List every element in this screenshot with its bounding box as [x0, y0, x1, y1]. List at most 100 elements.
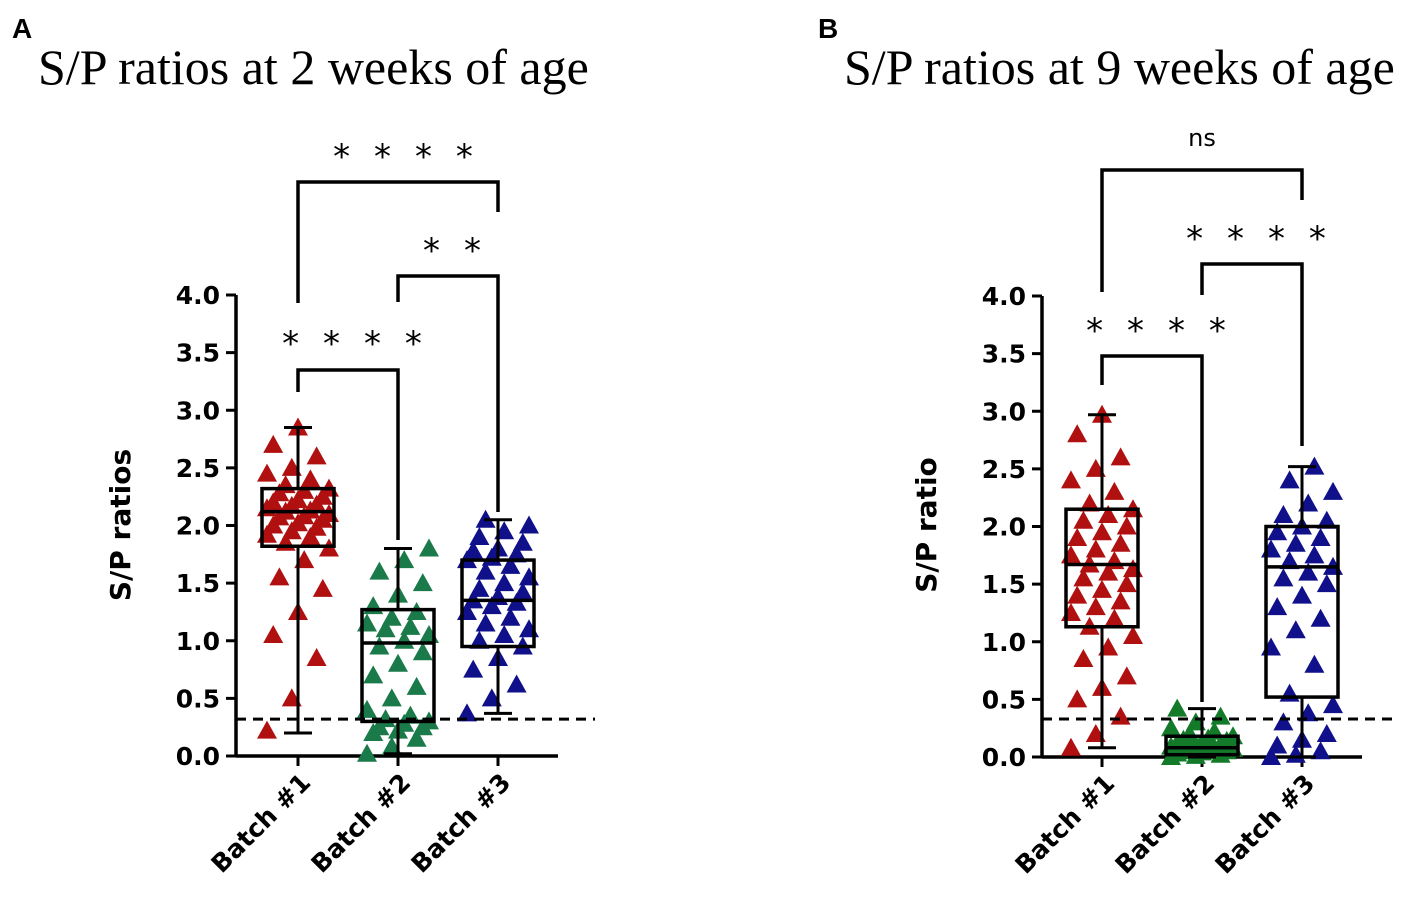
data-point: [506, 544, 527, 563]
significance-label: ns: [1188, 124, 1216, 152]
y-tick-label: 2.5: [176, 454, 220, 483]
y-tick-label: 0.5: [176, 684, 220, 713]
data-point: [388, 653, 408, 672]
data-point: [306, 446, 327, 465]
data-point: [1104, 608, 1125, 627]
panel-a-title: S/P ratios at 2 weeks of age: [38, 39, 589, 95]
data-point: [263, 624, 284, 643]
data-point: [363, 665, 384, 684]
data-point: [1110, 447, 1131, 466]
data-point: [519, 567, 539, 586]
data-point: [1285, 533, 1306, 552]
data-point: [1310, 528, 1331, 547]
data-point: [1279, 683, 1300, 702]
data-point: [263, 434, 284, 453]
data-point: [357, 743, 377, 762]
data-point: [1304, 654, 1325, 673]
y-tick-label: 2.0: [982, 513, 1026, 542]
data-point: [1098, 504, 1119, 523]
data-point: [1167, 698, 1188, 717]
y-tick-label: 0.0: [176, 742, 220, 771]
panel-b-letter: B: [818, 13, 838, 44]
data-point: [1079, 493, 1100, 512]
data-point: [257, 463, 277, 482]
data-point: [463, 659, 484, 678]
data-point: [1067, 689, 1088, 708]
data-point: [1116, 574, 1137, 593]
data-point: [400, 616, 421, 635]
panel-b: B S/P ratios at 9 weeks of age S/P ratio…: [818, 13, 1396, 879]
panel-a-letter: A: [12, 13, 32, 44]
data-point: [1161, 718, 1181, 737]
data-point: [1067, 528, 1088, 547]
panel-a-y-axis-label: S/P ratios: [104, 449, 137, 601]
significance-bracket: [1100, 168, 1304, 292]
data-point: [375, 619, 396, 638]
significance-bracket: [396, 274, 500, 512]
data-point: [500, 607, 521, 626]
data-point: [1267, 522, 1288, 541]
data-point: [1261, 539, 1281, 558]
data-point: [275, 475, 296, 494]
data-point: [512, 532, 533, 551]
data-point: [1316, 510, 1337, 529]
y-tick-label: 0.5: [982, 685, 1026, 714]
panel-b-title: S/P ratios at 9 weeks of age: [844, 39, 1395, 95]
significance-label: * *: [421, 231, 482, 271]
data-point: [1273, 712, 1294, 731]
data-point: [288, 490, 308, 509]
panel-a: A S/P ratios at 2 weeks of age S/P ratio…: [12, 13, 595, 878]
data-point: [1110, 706, 1131, 725]
data-point: [1310, 608, 1331, 627]
y-tick-label: 2.5: [982, 455, 1026, 484]
data-point: [419, 538, 439, 557]
data-point: [1123, 625, 1143, 644]
data-point: [1279, 551, 1300, 570]
data-point: [300, 527, 321, 546]
data-point: [1267, 597, 1288, 616]
data-point: [1285, 620, 1306, 639]
data-point: [1316, 723, 1337, 742]
data-point: [1073, 568, 1094, 587]
significance-label: * * * *: [280, 324, 423, 364]
data-point: [475, 561, 496, 580]
data-point: [494, 624, 515, 643]
data-point: [1061, 737, 1081, 756]
data-point: [1261, 747, 1281, 765]
data-point: [412, 573, 433, 592]
significance-bracket: [1200, 262, 1304, 446]
y-tick-label: 0.0: [982, 743, 1026, 772]
y-tick-label: 3.5: [982, 340, 1026, 369]
data-point: [412, 642, 433, 661]
x-tick-label: Batch #3: [1210, 769, 1321, 880]
data-point: [369, 636, 390, 655]
data-point: [1067, 585, 1088, 604]
y-tick-label: 3.0: [982, 397, 1026, 426]
data-point: [475, 613, 496, 632]
data-point: [306, 648, 327, 667]
data-point: [1267, 735, 1288, 754]
x-tick-label: Batch #2: [306, 768, 417, 879]
data-point: [1310, 741, 1331, 760]
data-point: [457, 703, 477, 722]
data-point: [357, 613, 377, 632]
data-point: [1092, 579, 1112, 598]
y-tick-label: 2.0: [176, 512, 220, 541]
panel-b-y-axis-label: S/P ratio: [910, 457, 943, 593]
data-point: [519, 619, 539, 638]
data-point: [269, 567, 290, 586]
data-point: [1061, 602, 1081, 621]
data-point: [381, 607, 402, 626]
data-point: [1110, 533, 1131, 552]
data-point: [363, 596, 384, 615]
data-point: [300, 469, 321, 488]
significance-bracket: [296, 368, 400, 540]
data-point: [1116, 666, 1137, 685]
data-point: [1261, 637, 1281, 656]
data-point: [469, 630, 490, 649]
data-point: [369, 561, 390, 580]
data-point: [500, 555, 521, 574]
